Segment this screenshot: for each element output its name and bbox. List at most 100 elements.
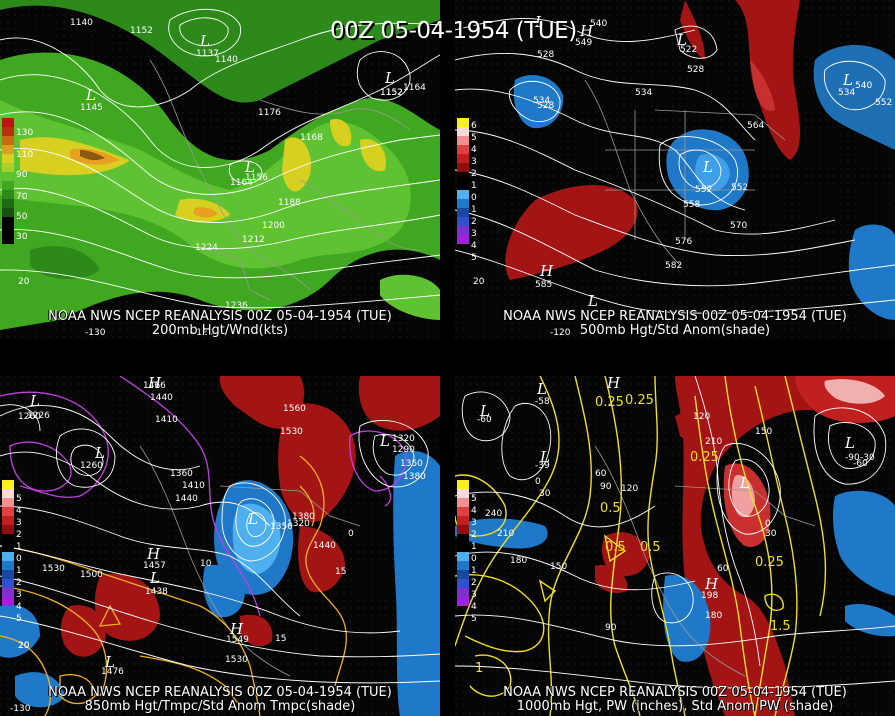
center-value: 1466	[143, 381, 166, 391]
legend-label: 4	[471, 506, 477, 516]
legend-label: 4	[16, 506, 22, 516]
map-1000mb: 0.25 0.25 120 210 150 60 90 120 0 30 240…	[455, 376, 895, 716]
legend-label: 4	[16, 602, 22, 612]
panel-subcaption: 850mb Hgt/Tmpc/Std Anom Tmpc(shade)	[84, 699, 356, 714]
contour-label: 552	[695, 185, 712, 195]
contour-label: -30	[860, 453, 875, 463]
pw-label: 0.25	[595, 395, 624, 410]
contour-label: 1350	[400, 459, 423, 469]
pw-label: 0.5	[600, 501, 621, 516]
contour-label: 540	[590, 19, 607, 29]
longitude-label: -130	[85, 328, 106, 338]
pw-label: 0.5	[605, 540, 626, 555]
low-center: L	[676, 31, 687, 49]
legend-label: 3	[471, 229, 477, 239]
high-center: H	[606, 376, 621, 392]
contour-label: 210	[497, 529, 514, 539]
contour-label: 576	[675, 237, 692, 247]
legend-label: 5	[471, 253, 477, 263]
low-center: L	[379, 432, 390, 450]
latitude-label: 20	[18, 277, 30, 287]
map-200mb: 1140 1152 1140 1145 1164 1152 1176 1164 …	[0, 0, 440, 340]
contour-label: 1440	[175, 494, 198, 504]
legend-label: 4	[471, 602, 477, 612]
contour-label: 1560	[283, 404, 306, 414]
contour-label: 1260	[80, 461, 103, 471]
legend-label: 2	[471, 169, 477, 179]
panel-subcaption: 1000mb Hgt, PW (inches), Std Anom PW (sh…	[516, 699, 834, 714]
contour-label: 150	[550, 562, 567, 572]
contour-label: 180	[510, 556, 527, 566]
contour-label: 90	[605, 623, 617, 633]
legend-label: 3	[471, 157, 477, 167]
center-value: 1457	[143, 561, 166, 571]
contour-label: 0	[348, 529, 354, 539]
contour-label: 1164	[230, 178, 253, 188]
center-value: 1549	[226, 635, 249, 645]
isotherms-cold	[0, 376, 407, 617]
coastlines	[139, 445, 361, 677]
contour-label: 1440	[150, 393, 173, 403]
pw-label: 1.5	[770, 619, 791, 634]
map-title: 00Z 05-04-1954 (TUE)	[330, 18, 577, 44]
legend-label: 4	[471, 145, 477, 155]
pw-label: 0.25	[755, 555, 784, 570]
longitude-label: -130	[10, 704, 31, 714]
wind-speed-legend	[2, 118, 14, 244]
contour-label: 540	[855, 81, 872, 91]
latitude-label: 20	[473, 277, 485, 287]
legend-label: 1	[471, 181, 477, 191]
legend-label: 2	[16, 578, 22, 588]
contour-label: 1176	[258, 108, 281, 118]
contour-label: 534	[635, 88, 652, 98]
legend-label: 1	[471, 542, 477, 552]
contour-label: 1152	[130, 26, 153, 36]
contour-label: 1164	[403, 83, 426, 93]
contour-label: 1224	[195, 243, 218, 253]
pw-label: 0.25	[625, 393, 654, 408]
latitude-label: 20	[18, 641, 30, 651]
low-center: L	[587, 292, 598, 310]
high-center: H	[229, 620, 244, 638]
low-center: L	[29, 392, 40, 410]
low-center: L	[85, 86, 96, 104]
coastlines	[594, 445, 816, 677]
low-center: L	[534, 13, 545, 31]
center-value: 1226	[27, 411, 50, 421]
center-value: 1152	[380, 88, 403, 98]
isotherms-warm	[0, 455, 347, 716]
contour-label: 15	[275, 634, 286, 644]
contour-label: 30	[539, 489, 551, 499]
temperature-anomaly-shading	[0, 376, 440, 716]
longitude-label: -120	[550, 328, 571, 338]
contour-label: 1140	[70, 18, 93, 28]
low-center: L	[539, 448, 550, 466]
panel-500mb-height-anomaly: 540 528 534 528 552 528 534 564 552 558 …	[455, 0, 895, 340]
legend-label: 5	[16, 494, 22, 504]
contour-label: 20	[18, 641, 30, 651]
panel-caption: NOAA NWS NCEP REANALYSIS 00Z 05-04-1954 …	[503, 309, 847, 324]
panel-200mb-height-wind: 1140 1152 1140 1145 1164 1152 1176 1164 …	[0, 0, 440, 340]
contour-label: 210	[705, 437, 722, 447]
height-contours	[0, 8, 440, 309]
panel-caption: NOAA NWS NCEP REANALYSIS 00Z 05-04-1954 …	[48, 685, 392, 700]
contour-label: 1145	[80, 103, 103, 113]
legend-label: 1	[471, 566, 477, 576]
legend-label: 3	[471, 590, 477, 600]
contour-label: 1140	[215, 55, 238, 65]
center-value: 585	[535, 280, 552, 290]
contour-label: 150	[755, 427, 772, 437]
contour-label: 60	[595, 469, 607, 479]
low-center: L	[247, 510, 258, 528]
height-contours	[0, 404, 440, 684]
center-value: -58	[535, 397, 550, 407]
low-center: L	[702, 158, 713, 176]
contour-label: 1500	[80, 570, 103, 580]
legend-label: 110	[16, 150, 34, 160]
center-value: -39	[535, 461, 550, 471]
contour-label: 1380	[403, 472, 426, 482]
low-center: L	[199, 32, 210, 50]
anomaly-legend	[457, 118, 469, 244]
height-contour-labels: 1260 1260 1440 1410 1560 1530 1360 1320 …	[18, 393, 426, 665]
